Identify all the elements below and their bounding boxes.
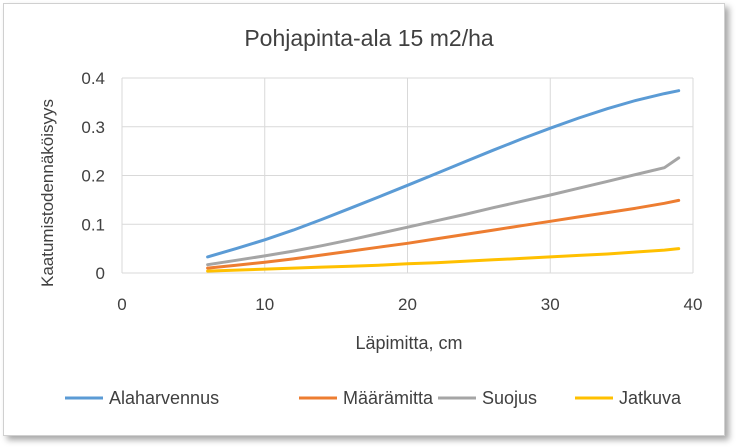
y-axis-label: Kaatumistodennäköisyys [38, 99, 57, 287]
y-tick-labels: 0 0.1 0.2 0.3 0.4 [81, 69, 105, 283]
series-line-jatkuva [206, 247, 681, 273]
y-tick-label: 0.2 [81, 167, 105, 186]
x-tick-label: 40 [684, 295, 703, 314]
y-tick-label: 0.3 [81, 118, 105, 137]
x-tick-label: 20 [398, 295, 417, 314]
legend: Alaharvennus Määrämitta Suojus Jatkuva [65, 388, 682, 408]
legend-label: Alaharvennus [109, 388, 219, 408]
legend-label: Määrämitta [343, 388, 434, 408]
chart-title: Pohjapinta-ala 15 m2/ha [244, 25, 494, 51]
chart-frame: Pohjapinta-ala 15 m2/ha 0 0.1 0.2 0.3 0.4 0 1… [3, 3, 725, 436]
legend-label: Jatkuva [619, 388, 682, 408]
x-axis-label: Läpimitta, cm [355, 333, 462, 353]
series-line-alaharvennus [206, 89, 681, 259]
x-tick-label: 10 [255, 295, 274, 314]
series-lines [206, 89, 681, 273]
y-tick-label: 0.4 [81, 69, 105, 88]
x-tick-label: 30 [541, 295, 560, 314]
gridlines [121, 77, 694, 274]
legend-label: Suojus [482, 388, 537, 408]
series-line-määrämitta [206, 198, 681, 270]
chart-svg: Pohjapinta-ala 15 m2/ha 0 0.1 0.2 0.3 0.4 0 1… [38, 25, 702, 408]
y-tick-label: 0.1 [81, 215, 105, 234]
y-tick-label: 0 [96, 264, 105, 283]
x-tick-label: 0 [117, 295, 126, 314]
series-line-suojus [206, 156, 681, 267]
x-tick-labels: 0 10 20 30 40 [117, 295, 702, 314]
